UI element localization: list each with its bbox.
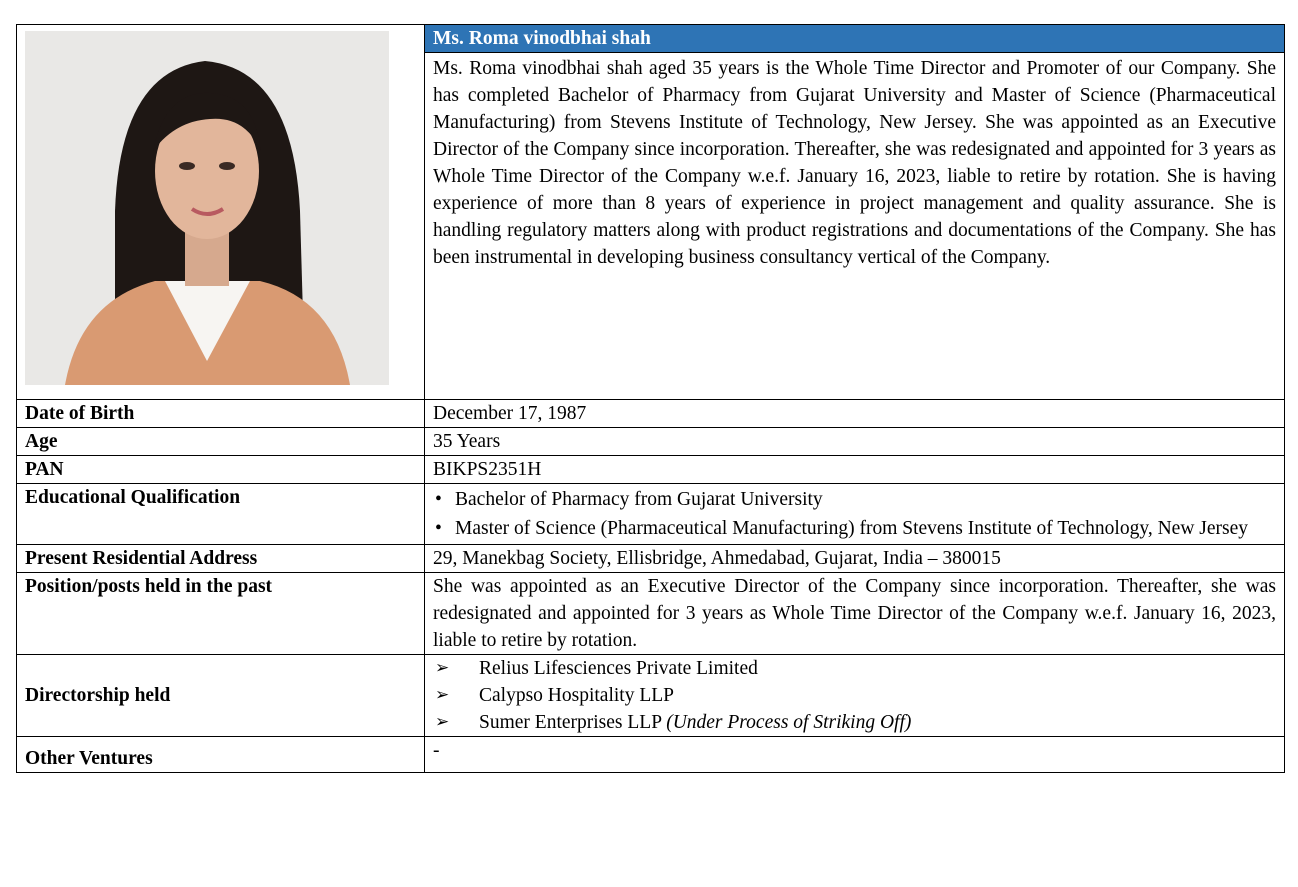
row-label: Date of Birth <box>16 399 425 428</box>
row-value: December 17, 1987 <box>424 399 1285 428</box>
item-note: (Under Process of Striking Off) <box>666 712 912 733</box>
list-item: Relius Lifesciences Private Limited <box>433 655 1276 682</box>
row-value: Relius Lifesciences Private Limited Caly… <box>424 654 1285 737</box>
list-item: Calypso Hospitality LLP <box>433 682 1276 709</box>
profile-table: Ms. Roma vinodbhai shah Ms. Roma vinodbh… <box>16 24 1285 773</box>
row-value: 35 Years <box>424 427 1285 456</box>
row-value: She was appointed as an Executive Direct… <box>424 572 1285 655</box>
photo <box>25 31 389 385</box>
bio: Ms. Roma vinodbhai shah aged 35 years is… <box>424 52 1285 400</box>
item-text: Sumer Enterprises LLP <box>479 712 662 733</box>
row-label: PAN <box>16 455 425 484</box>
row-value: Bachelor of Pharmacy from Gujarat Univer… <box>424 483 1285 545</box>
list-item: Bachelor of Pharmacy from Gujarat Univer… <box>433 486 1276 513</box>
row-label: Other Ventures <box>16 736 425 773</box>
photo-cell <box>16 24 425 400</box>
item-text: Relius Lifesciences Private Limited <box>479 658 758 679</box>
arrow-list: Relius Lifesciences Private Limited Caly… <box>433 655 1276 736</box>
list-item: Master of Science (Pharmaceutical Manufa… <box>433 515 1276 542</box>
row-label: Educational Qualification <box>16 483 425 545</box>
row-label: Age <box>16 427 425 456</box>
item-text: Calypso Hospitality LLP <box>479 685 674 706</box>
list-item: Sumer Enterprises LLP (Under Process of … <box>433 709 1276 736</box>
row-label: Present Residential Address <box>16 544 425 573</box>
row-label: Directorship held <box>16 654 425 737</box>
row-value: 29, Manekbag Society, Ellisbridge, Ahmed… <box>424 544 1285 573</box>
name-header: Ms. Roma vinodbhai shah <box>424 24 1285 53</box>
row-value: - <box>424 736 1285 773</box>
row-label: Position/posts held in the past <box>16 572 425 655</box>
bullet-list: Bachelor of Pharmacy from Gujarat Univer… <box>433 486 1276 542</box>
row-value: BIKPS2351H <box>424 455 1285 484</box>
